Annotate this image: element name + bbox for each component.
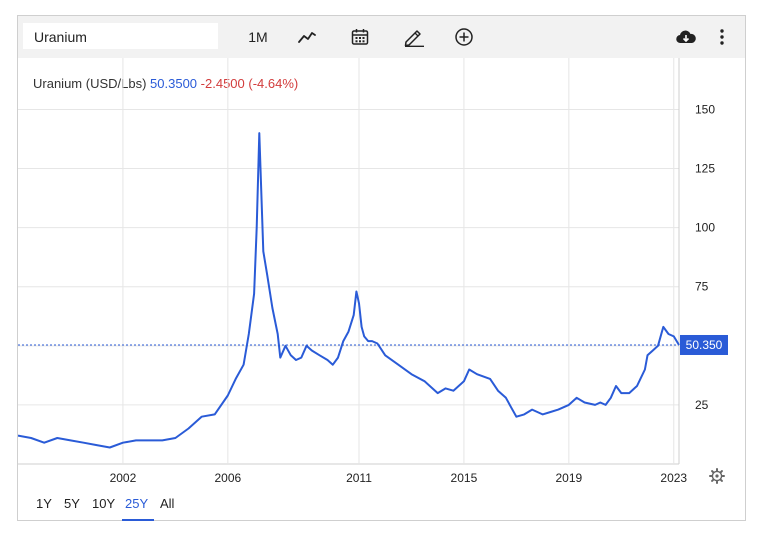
- active-range-indicator: [122, 519, 154, 521]
- add-circle-icon: [455, 28, 473, 46]
- y-axis: 255075100125150: [695, 102, 715, 411]
- more-vertical-icon: [720, 29, 724, 45]
- add-indicator-button[interactable]: [448, 16, 480, 58]
- y-tick-label: 25: [695, 398, 709, 412]
- symbol-search-input[interactable]: [23, 23, 218, 49]
- x-tick-label: 2019: [555, 471, 582, 485]
- line-chart-icon: [298, 32, 316, 43]
- x-tick-label: 2015: [451, 471, 478, 485]
- legend-price: 50.3500: [150, 76, 198, 91]
- last-price-tag: 50.350: [680, 334, 728, 355]
- legend-change: -2.4500 (-4.64%): [200, 76, 299, 91]
- x-tick-label: 2023: [660, 471, 687, 485]
- range-5y[interactable]: 5Y: [64, 496, 80, 511]
- download-button[interactable]: [672, 16, 700, 58]
- gear-icon: [709, 468, 725, 484]
- date-range-button[interactable]: [344, 16, 376, 58]
- x-tick-label: 2002: [110, 471, 137, 485]
- last-price-label: 50.350: [686, 338, 723, 352]
- y-tick-label: 150: [695, 102, 715, 116]
- series-line: [18, 132, 680, 449]
- chart-widget: 1M: [17, 15, 746, 521]
- price-chart[interactable]: 255075100125150 200220062011201520192023…: [18, 58, 745, 498]
- cloud-download-icon: [676, 30, 696, 44]
- x-tick-label: 2006: [214, 471, 241, 485]
- chart-type-button[interactable]: [292, 16, 324, 58]
- chart-toolbar: 1M: [18, 16, 745, 58]
- range-1y[interactable]: 1Y: [36, 496, 52, 511]
- y-tick-label: 100: [695, 221, 715, 235]
- range-25y[interactable]: 25Y: [125, 496, 149, 511]
- chart-settings-button[interactable]: [709, 468, 725, 484]
- period-label: 1M: [248, 29, 268, 45]
- pencil-icon: [404, 30, 424, 47]
- chart-legend: Uranium (USD/Lbs) 50.3500 -2.4500 (-4.64…: [33, 76, 298, 91]
- grid-lines: [18, 58, 680, 465]
- legend-name: Uranium (USD/Lbs): [33, 76, 147, 91]
- draw-button[interactable]: [398, 16, 430, 58]
- period-selector-button[interactable]: 1M: [240, 16, 276, 58]
- y-tick-label: 125: [695, 162, 715, 176]
- x-tick-label: 2011: [346, 471, 372, 485]
- y-tick-label: 75: [695, 280, 709, 294]
- x-axis: 2002 2006 2011 2015 2019 2023: [110, 471, 688, 485]
- range-all[interactable]: All: [160, 496, 175, 511]
- more-options-button[interactable]: [712, 16, 732, 58]
- calendar-icon: [351, 29, 369, 45]
- range-10y[interactable]: 10Y: [92, 496, 116, 511]
